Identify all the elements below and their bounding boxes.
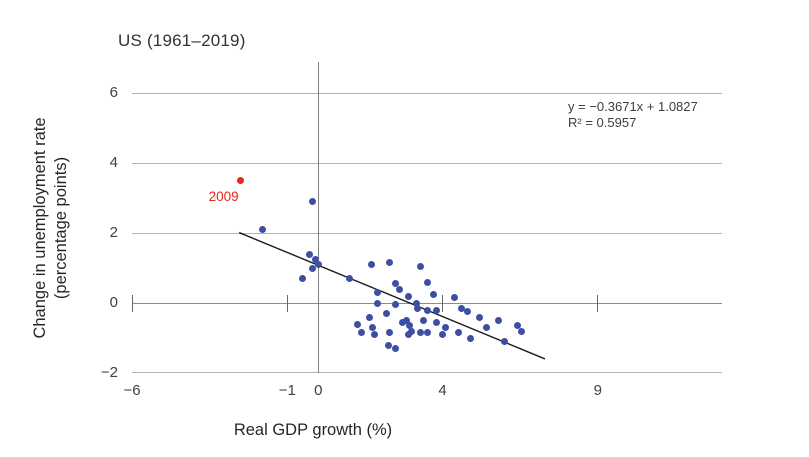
y-gridline — [132, 93, 722, 95]
x-tick-label: −6 — [123, 382, 141, 399]
data-point — [358, 329, 366, 337]
data-point — [366, 313, 374, 321]
data-point — [457, 304, 465, 312]
data-point — [417, 329, 425, 337]
data-point — [392, 280, 400, 288]
x-tick-label: 9 — [593, 382, 602, 399]
data-point — [305, 250, 313, 258]
data-point — [398, 318, 406, 326]
data-point — [308, 264, 316, 272]
data-point — [370, 331, 378, 339]
data-point — [404, 331, 412, 339]
data-point — [454, 329, 462, 337]
data-point — [299, 275, 307, 283]
data-point — [311, 255, 319, 263]
y-gridline — [132, 233, 722, 235]
equation-line: y = −0.3671x + 1.0827 — [568, 99, 698, 114]
data-point — [423, 329, 431, 337]
data-point — [518, 327, 526, 335]
y-tick-label: 6 — [109, 84, 118, 102]
data-point — [258, 226, 266, 234]
data-point — [482, 324, 490, 332]
trendline-equation: y = −0.3671x + 1.0827 R² = 0.5957 — [568, 99, 698, 131]
x-axis-line — [132, 303, 722, 305]
data-point — [353, 320, 361, 328]
data-point — [412, 299, 420, 307]
data-point-2009 — [237, 177, 245, 185]
data-point — [451, 294, 459, 302]
data-point — [404, 292, 412, 300]
data-point — [513, 322, 521, 330]
point-label-2009: 2009 — [208, 188, 239, 204]
data-point — [314, 261, 322, 269]
data-point — [386, 329, 394, 337]
data-point — [308, 198, 316, 206]
data-point — [432, 318, 440, 326]
data-point — [442, 324, 450, 332]
data-point — [432, 306, 440, 314]
data-point — [408, 327, 415, 335]
data-point — [494, 317, 502, 325]
y-gridline — [132, 163, 722, 165]
x-tick-label: 4 — [438, 382, 447, 399]
data-point — [501, 338, 509, 346]
data-point — [373, 299, 381, 307]
x-axis-label: Real GDP growth (%) — [233, 421, 393, 439]
data-point — [384, 341, 392, 349]
data-point — [423, 278, 431, 286]
y-tick-label: 0 — [109, 294, 118, 312]
data-point — [373, 289, 381, 297]
data-point — [383, 310, 391, 318]
data-point — [423, 306, 431, 314]
data-point — [395, 285, 403, 293]
data-point — [392, 301, 400, 309]
trendline-layer — [238, 231, 546, 360]
chart-title: US (1961–2019) — [118, 31, 246, 50]
data-point — [420, 317, 428, 325]
data-point — [392, 345, 400, 352]
data-point — [417, 262, 425, 270]
y-tick-label: −2 — [100, 364, 118, 381]
y-tick-label: 4 — [109, 154, 118, 172]
x-tick-label: −1 — [278, 382, 296, 399]
data-point — [345, 275, 353, 283]
data-point — [414, 304, 422, 312]
data-point — [429, 290, 437, 298]
y-axis-label: Change in unemployment rate (percentage … — [30, 58, 74, 398]
data-point — [367, 261, 375, 269]
plot-area: 2009 — [131, 62, 722, 373]
data-point — [386, 259, 394, 267]
x-tick-label: 0 — [314, 382, 323, 399]
data-point — [369, 324, 377, 332]
data-point — [476, 313, 484, 321]
data-point — [467, 334, 474, 342]
x-axis-tick — [131, 295, 133, 313]
x-axis-tick — [597, 295, 599, 313]
r-squared-line: R² = 0.5957 — [568, 115, 637, 130]
trendline — [238, 231, 546, 360]
data-point — [439, 331, 446, 339]
zero-vertical-line — [317, 62, 319, 373]
data-point — [463, 308, 471, 316]
y-axis-label-line2: (percentage points) — [52, 156, 70, 300]
y-gridline — [132, 372, 722, 373]
y-tick-label: 2 — [109, 224, 118, 242]
x-axis-tick — [442, 295, 443, 313]
y-axis-label-line1: Change in unemployment rate — [31, 117, 49, 339]
data-point — [406, 322, 414, 330]
x-axis-tick — [286, 295, 288, 313]
data-point — [403, 317, 411, 325]
